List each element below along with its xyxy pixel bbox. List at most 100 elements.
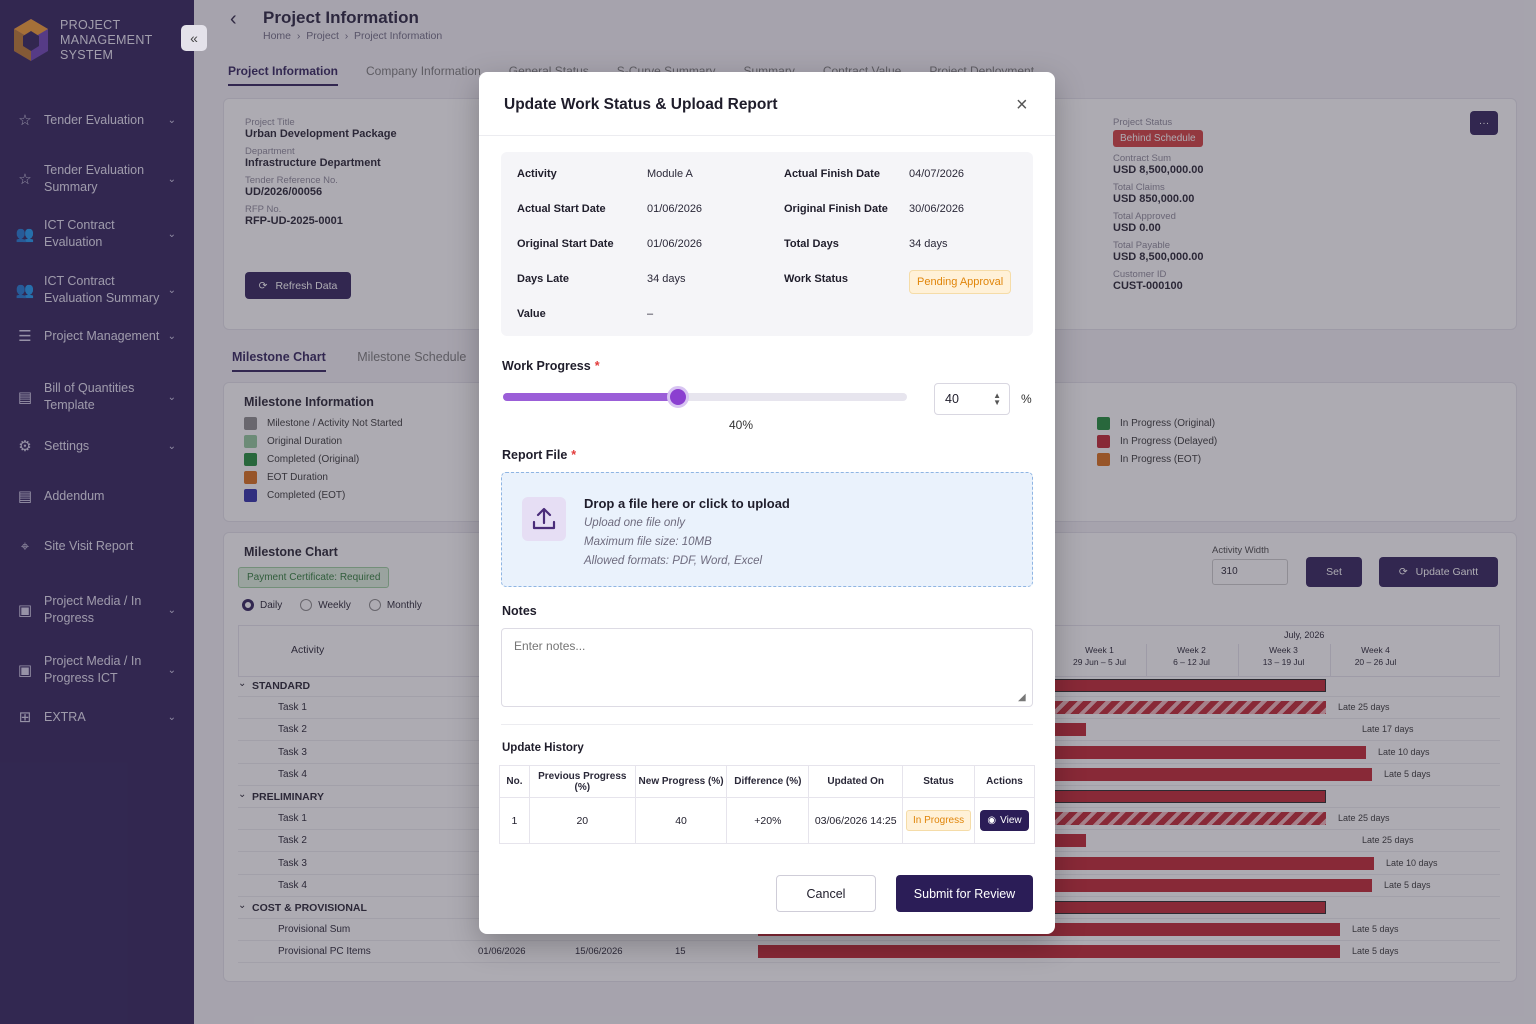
radio-selected-icon bbox=[242, 599, 254, 611]
chevron-down-icon[interactable]: ⌄ bbox=[238, 789, 247, 800]
legend-item: In Progress (Delayed) bbox=[1097, 435, 1217, 448]
submit-for-review-button[interactable]: Submit for Review bbox=[896, 875, 1033, 912]
more-options-button[interactable]: ··· bbox=[1470, 111, 1498, 135]
gantt-task-label: Task 3 bbox=[278, 746, 307, 758]
late-label: Late 25 days bbox=[1338, 702, 1390, 713]
collapse-sidebar-button[interactable]: « bbox=[181, 25, 207, 51]
project-title-value: Urban Development Package bbox=[245, 128, 397, 140]
legend-swatch bbox=[1097, 435, 1110, 448]
chevron-down-icon[interactable]: ⌄ bbox=[238, 678, 247, 689]
breadcrumb-home[interactable]: Home bbox=[263, 30, 292, 42]
modal-title: Update Work Status & Upload Report bbox=[504, 96, 778, 113]
sidebar-item[interactable]: ⚙ Settings ⌄ bbox=[0, 437, 194, 455]
total-approved-value: USD 0.00 bbox=[1113, 222, 1161, 234]
project-status-badge: Behind Schedule bbox=[1113, 130, 1203, 147]
spinner-icon[interactable]: ▲ ▼ bbox=[993, 391, 1001, 407]
project-title-label: Project Title bbox=[245, 117, 295, 128]
month-label: July, 2026 bbox=[1284, 630, 1325, 640]
late-label: Late 5 days bbox=[1352, 946, 1399, 957]
actual-finish-label: Actual Finish Date bbox=[784, 168, 880, 180]
sidebar-item[interactable]: ▣ Project Media / In Progress ICT ⌄ bbox=[0, 653, 194, 687]
resize-grip-icon[interactable]: ◢ bbox=[1018, 692, 1026, 703]
activity-value: Module A bbox=[647, 168, 693, 180]
brand[interactable]: PROJECT MANAGEMENT SYSTEM bbox=[0, 0, 194, 80]
report-file-label: Report File * bbox=[502, 448, 576, 462]
late-label: Late 5 days bbox=[1384, 879, 1431, 890]
sidebar-item[interactable]: ☆ Tender Evaluation ⌄ bbox=[0, 111, 194, 129]
refresh-data-button[interactable]: ⟳ Refresh Data bbox=[245, 272, 351, 299]
view-button[interactable]: ◉ View bbox=[980, 810, 1029, 831]
view-monthly-radio[interactable]: Monthly bbox=[368, 599, 422, 611]
legend-swatch bbox=[244, 435, 257, 448]
late-label: Late 25 days bbox=[1362, 835, 1414, 846]
notes-textarea[interactable] bbox=[501, 628, 1033, 707]
late-label: Late 10 days bbox=[1378, 746, 1430, 757]
activity-width-label: Activity Width bbox=[1212, 545, 1270, 556]
tab-1[interactable]: Company Information bbox=[366, 64, 481, 78]
work-status-badge: Pending Approval bbox=[909, 270, 1012, 294]
gantt-start: 01/06/2026 bbox=[478, 946, 526, 958]
week-name: Week 2 bbox=[1177, 645, 1206, 655]
week-range: 20 – 26 Jul bbox=[1354, 657, 1397, 667]
progress-input-value: 40 bbox=[945, 392, 959, 406]
tab-milestone-chart[interactable]: Milestone Chart bbox=[232, 350, 326, 372]
legend-item: EOT Duration bbox=[244, 471, 403, 484]
star-icon: ☆ bbox=[18, 111, 32, 129]
original-start-label: Original Start Date bbox=[517, 238, 614, 250]
sidebar-item[interactable]: ⌖ Site Visit Report bbox=[0, 537, 194, 555]
history-previous: 20 bbox=[528, 797, 636, 844]
gantt-bar[interactable] bbox=[758, 945, 1340, 959]
chevron-down-icon: ⌄ bbox=[167, 173, 176, 185]
slider-thumb[interactable] bbox=[666, 386, 689, 408]
upload-hint-size: Maximum file size: 10MB bbox=[584, 536, 712, 548]
week-name: Week 4 bbox=[1361, 645, 1390, 655]
plus-box-icon: ⊞ bbox=[18, 708, 32, 726]
activity-width-input[interactable]: 310 bbox=[1212, 559, 1288, 585]
view-weekly-radio[interactable]: Weekly bbox=[300, 599, 351, 611]
sidebar-item[interactable]: ▤ Bill of Quantities Template ⌄ bbox=[0, 380, 194, 414]
update-gantt-button[interactable]: ⟳ Update Gantt bbox=[1379, 557, 1498, 587]
sidebar-item[interactable]: ☰ Project Management ⌄ bbox=[0, 327, 194, 345]
tab-0[interactable]: Project Information bbox=[228, 64, 339, 86]
sidebar-item[interactable]: ▣ Project Media / In Progress ⌄ bbox=[0, 593, 194, 627]
brand-name: PROJECT MANAGEMENT SYSTEM bbox=[60, 17, 153, 62]
milestone-info-title: Milestone Information bbox=[244, 395, 374, 409]
late-label: Late 10 days bbox=[1386, 857, 1438, 868]
history-no: 1 bbox=[499, 797, 530, 844]
file-dropzone[interactable]: Drop a file here or click to upload Uplo… bbox=[501, 472, 1033, 587]
breadcrumb-project[interactable]: Project bbox=[306, 30, 339, 42]
gantt-task-label: Task 4 bbox=[278, 879, 307, 891]
sidebar-item[interactable]: ☆ Tender Evaluation Summary ⌄ bbox=[0, 162, 194, 196]
customer-id-value: CUST-000100 bbox=[1113, 280, 1183, 292]
close-icon[interactable]: × bbox=[1016, 94, 1028, 116]
progress-number-input[interactable]: 40 ▲ ▼ bbox=[934, 383, 1010, 415]
legend-label: Original Duration bbox=[267, 436, 343, 447]
set-button[interactable]: Set bbox=[1306, 557, 1362, 587]
cancel-button[interactable]: Cancel bbox=[776, 875, 876, 912]
sidebar-item-label: Bill of Quantities Template bbox=[44, 381, 135, 412]
sidebar: PROJECT MANAGEMENT SYSTEM ☆ Tender Evalua… bbox=[0, 0, 194, 1024]
chevron-down-icon[interactable]: ⌄ bbox=[238, 900, 247, 911]
value-value: – bbox=[647, 308, 654, 320]
work-progress-label: Work Progress * bbox=[502, 359, 600, 373]
view-daily-radio[interactable]: Daily bbox=[242, 599, 282, 611]
chevron-down-icon: ⌄ bbox=[167, 330, 176, 342]
view-monthly-label: Monthly bbox=[386, 599, 422, 611]
breadcrumb-current: Project Information bbox=[354, 30, 443, 42]
sidebar-item[interactable]: ⊞ EXTRA ⌄ bbox=[0, 708, 194, 726]
chevron-down-icon: ⌄ bbox=[167, 228, 176, 240]
chevron-down-icon: ⌄ bbox=[167, 114, 176, 126]
legend-swatch bbox=[1097, 453, 1110, 466]
back-arrow-icon[interactable]: ‹ bbox=[230, 8, 237, 30]
actual-start-label: Actual Start Date bbox=[517, 203, 606, 215]
table-row[interactable]: Provisional PC Items 01/06/2026 15/06/2026… bbox=[238, 941, 1500, 964]
original-finish-value: 30/06/2026 bbox=[909, 203, 965, 215]
tab-milestone-schedule[interactable]: Milestone Schedule bbox=[357, 350, 467, 364]
sidebar-item[interactable]: 👥 ICT Contract Evaluation ⌄ bbox=[0, 217, 194, 251]
sidebar-item[interactable]: 👥 ICT Contract Evaluation Summary ⌄ bbox=[0, 273, 194, 307]
sidebar-item[interactable]: ▤ Addendum bbox=[0, 487, 194, 505]
total-approved-label: Total Approved bbox=[1113, 211, 1176, 222]
work-progress-slider[interactable] bbox=[503, 386, 907, 408]
progress-percent-text: 40% bbox=[729, 418, 754, 432]
update-work-status-modal: Update Work Status & Upload Report × Act… bbox=[479, 72, 1055, 934]
